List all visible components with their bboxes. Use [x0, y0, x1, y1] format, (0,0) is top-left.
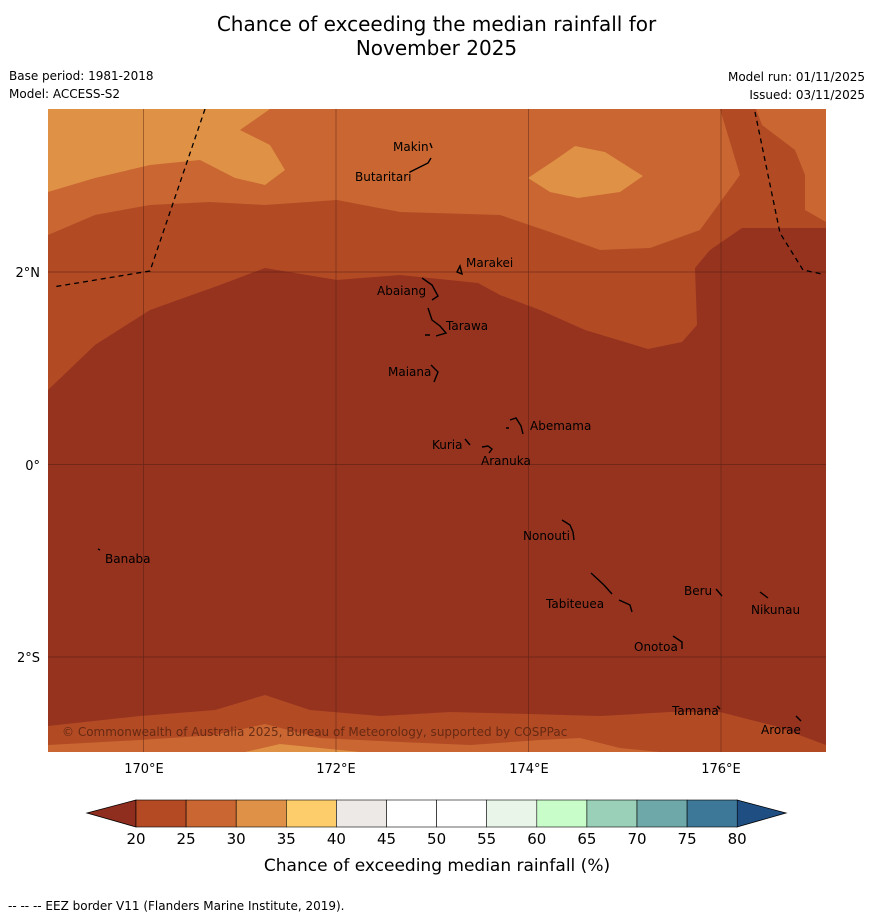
lon-label-174e: 174°E	[509, 762, 549, 777]
contour-30-35-ne	[528, 146, 643, 198]
contour-25-30-south	[48, 724, 660, 752]
label-makin: Makin	[393, 140, 429, 154]
island-abemama	[506, 417, 524, 435]
colorbar-boxes	[135, 799, 738, 828]
label-beru: Beru	[684, 584, 712, 598]
meta-left: Base period: 1981-2018 Model: ACCESS-S2	[9, 67, 154, 103]
label-abemama: Abemama	[530, 419, 591, 433]
islands	[97, 142, 802, 722]
lon-label-172e: 172°E	[316, 762, 356, 777]
meta-right: Model run: 01/11/2025 Issued: 03/11/2025	[728, 68, 865, 104]
colorbar-tick-55: 55	[477, 830, 496, 848]
colorbar-tick-75: 75	[678, 830, 697, 848]
island-banaba	[97, 548, 101, 551]
place-labels: Makin Butaritari Marakei Abaiang Tarawa …	[105, 140, 801, 737]
lat-label-2s: 2°S	[17, 651, 40, 666]
label-tamana: Tamana	[671, 704, 719, 718]
label-maiana: Maiana	[388, 365, 431, 379]
contour-30-35-nw	[48, 109, 285, 192]
colorbar-box-35-40	[285, 799, 337, 828]
colorbar-tick-60: 60	[527, 830, 546, 848]
eez-borders	[52, 109, 823, 288]
colorbar-tick-80: 80	[728, 830, 747, 848]
island-makin	[429, 142, 433, 149]
copyright-notice: © Commonwealth of Australia 2025, Bureau…	[62, 725, 567, 739]
model-name: Model: ACCESS-S2	[9, 87, 121, 101]
label-abaiang: Abaiang	[377, 284, 426, 298]
label-kuria: Kuria	[432, 438, 463, 452]
axis-labels: 2°N 0° 2°S 170°E 172°E 174°E 176°E	[16, 266, 741, 777]
colorbar-tick-25: 25	[177, 830, 196, 848]
lon-label-176e: 176°E	[701, 762, 741, 777]
colorbar-box-20-25	[135, 799, 187, 828]
island-tamana	[716, 705, 721, 710]
eez-footnote: -- -- -- EEZ border V11 (Flanders Marine…	[8, 899, 345, 913]
eez-border-east	[754, 111, 823, 275]
label-tarawa: Tarawa	[445, 319, 488, 333]
island-beru	[715, 588, 723, 597]
colorbar-tick-20: 20	[126, 830, 145, 848]
lat-label-2n: 2°N	[16, 266, 41, 281]
island-kuria	[464, 438, 471, 446]
base-period: Base period: 1981-2018	[9, 69, 154, 83]
island-arorae	[795, 715, 802, 722]
island-aranuka	[481, 445, 493, 454]
island-tabiteuea	[590, 572, 633, 613]
island-abaiang	[421, 277, 439, 301]
lat-label-0: 0°	[25, 459, 40, 474]
colorbar: 20 25 30 35 40 45 50 55 60 65 70 75 80 Chance of exc…	[85, 799, 788, 876]
label-aranuka: Aranuka	[481, 454, 531, 468]
contour-30-35-south	[245, 744, 360, 752]
colorbar-tick-30: 30	[227, 830, 246, 848]
label-nonouti: Nonouti	[523, 529, 570, 543]
colorbar-tick-50: 50	[427, 830, 446, 848]
island-onotoa	[672, 635, 683, 649]
colorbar-tick-40: 40	[327, 830, 346, 848]
colorbar-box-40-45	[336, 799, 387, 828]
colorbar-box-75-80	[686, 799, 738, 828]
island-nikunau	[759, 591, 769, 599]
colorbar-box-55-60	[486, 799, 538, 828]
colorbar-tick-65: 65	[577, 830, 596, 848]
issued-date: Issued: 03/11/2025	[749, 88, 865, 102]
colorbar-box-25-30	[185, 799, 237, 828]
island-butaritari	[409, 157, 432, 173]
colorbar-ticks: 20 25 30 35 40 45 50 55 60 65 70 75 80	[126, 830, 746, 848]
gridlines	[48, 109, 826, 752]
colorbar-high-arrow	[736, 799, 788, 828]
colorbar-box-60-65	[536, 799, 588, 828]
label-onotoa: Onotoa	[634, 640, 678, 654]
label-butaritari: Butaritari	[355, 170, 412, 184]
label-arorae: Arorae	[761, 723, 801, 737]
colorbar-label: Chance of exceeding median rainfall (%)	[264, 856, 610, 876]
label-marakei: Marakei	[466, 256, 513, 270]
island-marakei	[456, 263, 464, 276]
colorbar-tick-35: 35	[277, 830, 296, 848]
colorbar-box-70-75	[636, 799, 688, 828]
lon-label-170e: 170°E	[124, 762, 164, 777]
island-maiana	[430, 364, 439, 383]
rainfall-map: Makin Butaritari Marakei Abaiang Tarawa …	[16, 109, 826, 876]
title-line-2: November 2025	[355, 36, 518, 60]
title-line-1: Chance of exceeding the median rainfall …	[216, 12, 657, 36]
island-nonouti	[561, 519, 575, 541]
colorbar-box-65-70	[586, 799, 638, 828]
label-tabiteuea: Tabiteuea	[545, 597, 604, 611]
colorbar-box-50-55	[436, 799, 488, 828]
map-title: Chance of exceeding the median rainfall …	[0, 12, 873, 60]
colorbar-tick-70: 70	[627, 830, 646, 848]
colorbar-box-45-50	[386, 799, 437, 828]
label-nikunau: Nikunau	[751, 603, 800, 617]
colorbar-low-arrow	[85, 799, 137, 828]
colorbar-box-30-35	[235, 799, 287, 828]
label-banaba: Banaba	[105, 552, 151, 566]
island-tarawa	[425, 307, 448, 337]
eez-border-west	[52, 109, 206, 288]
model-run: Model run: 01/11/2025	[727, 70, 865, 84]
contour-layer	[48, 109, 826, 752]
colorbar-tick-45: 45	[377, 830, 396, 848]
